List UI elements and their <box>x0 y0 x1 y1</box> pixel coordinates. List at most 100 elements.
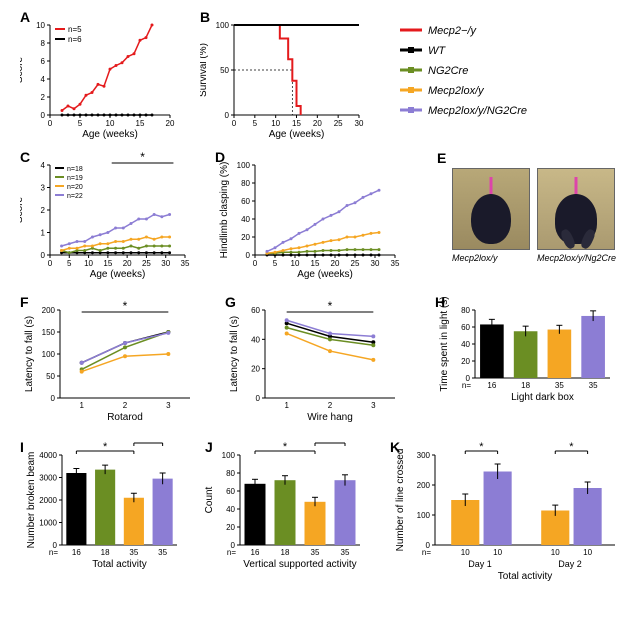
svg-text:5: 5 <box>253 119 258 128</box>
chart-k: 0100200300Number of line crossed10101010… <box>395 441 615 582</box>
panel-a: A 024681005101520Age (weeks)Scoren=5n=6 <box>20 10 185 140</box>
svg-text:*: * <box>146 440 151 445</box>
panel-b: B 050100051015202530Age (weeks)Survival … <box>200 10 380 140</box>
svg-text:Rotarod: Rotarod <box>107 412 143 423</box>
svg-text:Wire hang: Wire hang <box>307 412 353 423</box>
svg-text:Number broken beam: Number broken beam <box>26 452 37 549</box>
svg-text:60: 60 <box>461 323 470 332</box>
svg-text:35: 35 <box>555 381 564 390</box>
svg-text:Score: Score <box>20 197 25 224</box>
svg-text:*: * <box>283 441 288 453</box>
svg-text:16: 16 <box>72 548 81 557</box>
panel-c: C 0123405101520253035Age (weeks)Scoren=1… <box>20 150 200 280</box>
svg-text:0: 0 <box>41 111 46 120</box>
panel-e-caption-2: Mecp2lox/y/Ng2Cre <box>537 253 616 263</box>
svg-text:15: 15 <box>311 259 320 268</box>
svg-text:60: 60 <box>226 487 235 496</box>
svg-text:35: 35 <box>181 259 190 268</box>
svg-text:10: 10 <box>36 21 45 30</box>
svg-text:100: 100 <box>216 21 230 30</box>
svg-text:5: 5 <box>67 259 72 268</box>
svg-text:40: 40 <box>461 340 470 349</box>
svg-text:Mecp2lox/y: Mecp2lox/y <box>428 85 485 97</box>
svg-text:20: 20 <box>461 357 470 366</box>
svg-text:15: 15 <box>292 119 301 128</box>
svg-text:0: 0 <box>48 119 53 128</box>
svg-text:300: 300 <box>417 451 431 460</box>
svg-text:Latency to fall (s): Latency to fall (s) <box>24 316 35 392</box>
panel-b-label: B <box>200 10 210 25</box>
svg-text:n=5: n=5 <box>68 25 82 34</box>
svg-text:*: * <box>123 299 128 313</box>
svg-text:5: 5 <box>78 119 83 128</box>
svg-text:2: 2 <box>41 93 46 102</box>
svg-text:n=22: n=22 <box>67 193 83 200</box>
svg-text:Count: Count <box>205 486 215 513</box>
svg-text:n=6: n=6 <box>68 35 82 44</box>
svg-text:Total activity: Total activity <box>92 559 146 570</box>
svg-text:40: 40 <box>251 335 260 344</box>
svg-text:10: 10 <box>551 548 560 557</box>
svg-text:Latency to fall (s): Latency to fall (s) <box>229 316 240 392</box>
svg-text:n=: n= <box>227 548 236 557</box>
svg-text:1: 1 <box>79 401 84 410</box>
svg-text:35: 35 <box>341 548 350 557</box>
svg-text:35: 35 <box>311 548 320 557</box>
svg-text:WT: WT <box>428 45 446 57</box>
svg-text:*: * <box>569 441 574 453</box>
svg-text:10: 10 <box>461 548 470 557</box>
panel-a-label: A <box>20 10 30 25</box>
svg-text:3: 3 <box>371 401 376 410</box>
svg-text:20: 20 <box>123 259 132 268</box>
chart-j: 02040608010016183535Vertical supported a… <box>205 440 360 570</box>
svg-text:Time spent in light (s): Time spent in light (s) <box>439 296 450 391</box>
svg-text:0: 0 <box>225 111 230 120</box>
svg-text:18: 18 <box>281 548 290 557</box>
svg-text:0: 0 <box>246 251 251 260</box>
svg-text:*: * <box>140 150 145 164</box>
panel-e-caption-1: Mecp2lox/y <box>452 253 498 263</box>
panel-c-label: C <box>20 150 30 165</box>
chart-c: 0123405101520253035Age (weeks)Scoren=18n… <box>20 150 190 280</box>
svg-text:0: 0 <box>256 394 261 403</box>
panel-i-label: I <box>20 440 24 455</box>
svg-text:35: 35 <box>391 259 400 268</box>
svg-text:3: 3 <box>41 184 46 193</box>
svg-text:16: 16 <box>251 548 260 557</box>
svg-text:30: 30 <box>355 119 364 128</box>
svg-text:Vertical supported activity: Vertical supported activity <box>243 559 356 570</box>
svg-text:n=20: n=20 <box>67 184 83 191</box>
panel-g-label: G <box>225 295 236 310</box>
panel-e-label: E <box>437 150 446 166</box>
svg-text:0: 0 <box>51 394 56 403</box>
svg-text:Age (weeks): Age (weeks) <box>82 129 138 140</box>
svg-text:n=: n= <box>49 548 58 557</box>
svg-text:Day 1: Day 1 <box>468 559 492 569</box>
svg-text:25: 25 <box>351 259 360 268</box>
chart-f: 050100150200123RotarodLatency to fall (s… <box>24 299 190 423</box>
svg-text:4: 4 <box>41 161 46 170</box>
svg-text:Day 2: Day 2 <box>558 559 582 569</box>
svg-text:*: * <box>479 441 484 453</box>
legend-items: Mecp2−/yWTNG2CreMecp2lox/yMecp2lox/y/NG2… <box>400 25 527 117</box>
svg-text:20: 20 <box>313 119 322 128</box>
panel-j: J 02040608010016183535Vertical supported… <box>205 440 377 600</box>
chart-h: 02040608016183535Light dark boxTime spen… <box>439 296 610 403</box>
svg-text:35: 35 <box>129 548 138 557</box>
svg-text:Light dark box: Light dark box <box>511 392 574 403</box>
svg-text:200: 200 <box>42 306 56 315</box>
svg-text:n=: n= <box>422 548 431 557</box>
svg-text:8: 8 <box>41 39 46 48</box>
svg-text:NG2Cre: NG2Cre <box>428 65 468 77</box>
chart-i: 0100020003000400016183535Total activityN… <box>26 440 177 570</box>
svg-text:2: 2 <box>41 206 46 215</box>
svg-text:10: 10 <box>106 119 115 128</box>
svg-text:25: 25 <box>334 119 343 128</box>
svg-text:20: 20 <box>226 523 235 532</box>
svg-text:3: 3 <box>166 401 171 410</box>
svg-text:2000: 2000 <box>39 496 57 505</box>
svg-text:2: 2 <box>328 401 333 410</box>
svg-text:100: 100 <box>237 161 251 170</box>
svg-text:n=19: n=19 <box>67 175 83 182</box>
svg-text:100: 100 <box>222 451 236 460</box>
